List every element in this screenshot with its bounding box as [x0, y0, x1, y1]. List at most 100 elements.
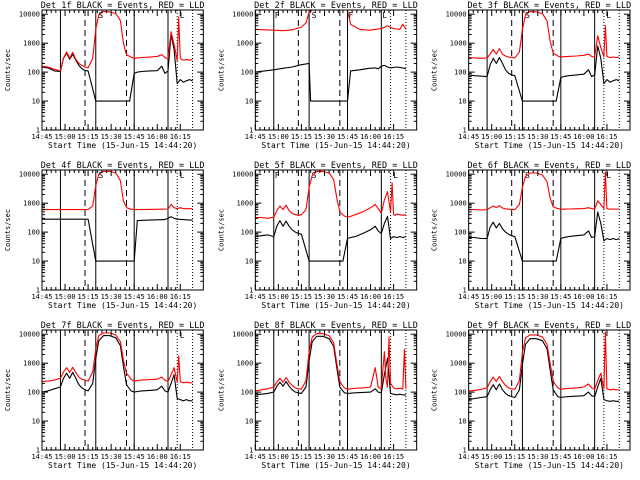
y-tick-label: 1 — [462, 447, 466, 455]
x-axis-label: Start Time (15-Jun-15 14:44:20) — [261, 141, 410, 150]
x-tick-label: 15:15 — [504, 133, 525, 141]
panel-title: Det_7f BLACK = Events, RED = LLD — [41, 321, 205, 331]
x-tick-label: 15:30 — [314, 133, 335, 141]
y-axis-label: Counts/sec — [431, 209, 439, 251]
y-tick-label: 10 — [245, 258, 253, 266]
panel-title: Det_2f BLACK = Events, RED = LLD — [254, 1, 418, 11]
x-tick-label: 15:15 — [78, 453, 99, 461]
plot-frame — [41, 9, 204, 131]
marker-tag: F — [275, 11, 280, 20]
marker-tag: S — [525, 11, 530, 20]
x-tick-label: 15:15 — [291, 293, 312, 301]
panel-title: Det_6f BLACK = Events, RED = LLD — [467, 161, 631, 171]
marker-tag: L — [180, 171, 185, 180]
marker-tag: S — [312, 11, 317, 20]
panel-9: Det_9f BLACK = Events, RED = LLD 1 10 100 10… — [431, 321, 632, 470]
y-tick-label: 1 — [249, 127, 253, 135]
y-tick-label: 10000 — [19, 171, 40, 179]
plot-frame — [468, 169, 631, 291]
marker-tag: L — [180, 331, 185, 340]
events-series-line — [255, 215, 407, 262]
x-tick-label: 16:00 — [147, 293, 168, 301]
y-tick-label: 1 — [249, 287, 253, 295]
lld-series-line — [41, 10, 193, 72]
y-tick-label: 1000 — [450, 40, 467, 48]
x-tick-label: 16:00 — [147, 453, 168, 461]
y-tick-label: 100 — [454, 389, 467, 397]
y-tick-label: 10000 — [446, 331, 467, 339]
y-tick-label: 100 — [27, 389, 40, 397]
y-tick-label: 1000 — [236, 360, 253, 368]
panel-title: Det_3f BLACK = Events, RED = LLD — [467, 1, 631, 11]
y-tick-label: 100 — [241, 389, 254, 397]
events-series-line — [42, 216, 193, 262]
x-tick-label: 15:15 — [291, 453, 312, 461]
y-tick-label: 10 — [458, 418, 466, 426]
marker-tag: L — [393, 171, 398, 180]
y-axis-label: Counts/sec — [4, 49, 12, 91]
events-series-line — [41, 335, 193, 402]
x-tick-label: 15:00 — [268, 293, 289, 301]
panel-title: Det_9f BLACK = Events, RED = LLD — [467, 321, 631, 331]
y-tick-label: 10 — [32, 418, 40, 426]
x-tick-label: 16:15 — [383, 293, 404, 301]
x-axis-label: Start Time (15-Jun-15 14:44:20) — [475, 461, 624, 470]
x-axis-label: Start Time (15-Jun-15 14:44:20) — [48, 141, 197, 150]
marker-tag: F — [275, 171, 280, 180]
x-tick-label: 14:45 — [31, 133, 52, 141]
x-tick-label: 15:00 — [481, 453, 502, 461]
y-tick-label: 1 — [36, 447, 40, 455]
lld-series-line — [42, 170, 193, 211]
x-tick-label: 15:00 — [55, 453, 76, 461]
x-tick-label: 15:45 — [337, 133, 358, 141]
x-tick-label: 16:00 — [360, 453, 381, 461]
x-tick-label: 15:15 — [78, 293, 99, 301]
x-tick-label: 15:30 — [101, 293, 122, 301]
x-tick-label: 16:15 — [383, 133, 404, 141]
y-tick-label: 100 — [454, 229, 467, 237]
x-axis-label: Start Time (15-Jun-15 14:44:20) — [48, 301, 197, 310]
x-tick-label: 16:15 — [170, 133, 191, 141]
events-series-line — [468, 45, 620, 102]
marker-tag: L — [180, 11, 185, 20]
x-tick-label: 15:30 — [101, 133, 122, 141]
x-tick-label: 16:00 — [573, 293, 594, 301]
x-tick-label: 16:15 — [596, 453, 617, 461]
x-axis-label: Start Time (15-Jun-15 14:44:20) — [475, 141, 624, 150]
x-tick-label: 15:00 — [268, 133, 289, 141]
y-tick-label: 10000 — [446, 171, 467, 179]
y-tick-label: 10000 — [19, 11, 40, 19]
panel-8: Det_8f BLACK = Events, RED = LLD 1 10 100 10… — [217, 321, 418, 470]
plot-frame — [41, 329, 204, 451]
y-tick-label: 100 — [27, 69, 40, 77]
x-tick-label: 14:45 — [245, 133, 266, 141]
y-tick-label: 10000 — [232, 171, 253, 179]
lld-series-line — [41, 332, 193, 384]
y-axis-label: Counts/sec — [217, 49, 225, 91]
y-tick-label: 1000 — [23, 200, 40, 208]
y-tick-label: 1000 — [236, 200, 253, 208]
x-tick-label: 14:45 — [458, 453, 479, 461]
events-series-line — [255, 62, 407, 102]
lld-series-line — [255, 333, 407, 392]
panel-title: Det_4f BLACK = Events, RED = LLD — [41, 161, 205, 171]
y-tick-label: 100 — [454, 69, 467, 77]
y-tick-label: 10 — [32, 98, 40, 106]
y-tick-label: 10 — [245, 98, 253, 106]
x-tick-label: 15:45 — [124, 453, 145, 461]
marker-tag: L — [382, 11, 387, 20]
y-tick-label: 10 — [458, 98, 466, 106]
x-tick-label: 16:15 — [596, 293, 617, 301]
y-tick-label: 1 — [462, 127, 466, 135]
x-tick-label: 15:45 — [337, 293, 358, 301]
y-tick-label: 10 — [32, 258, 40, 266]
y-tick-label: 1000 — [236, 40, 253, 48]
x-tick-label: 16:15 — [383, 453, 404, 461]
x-tick-label: 15:15 — [504, 293, 525, 301]
panel-title: Det_5f BLACK = Events, RED = LLD — [254, 161, 418, 171]
marker-tag: L — [606, 11, 611, 20]
y-tick-label: 1000 — [450, 360, 467, 368]
